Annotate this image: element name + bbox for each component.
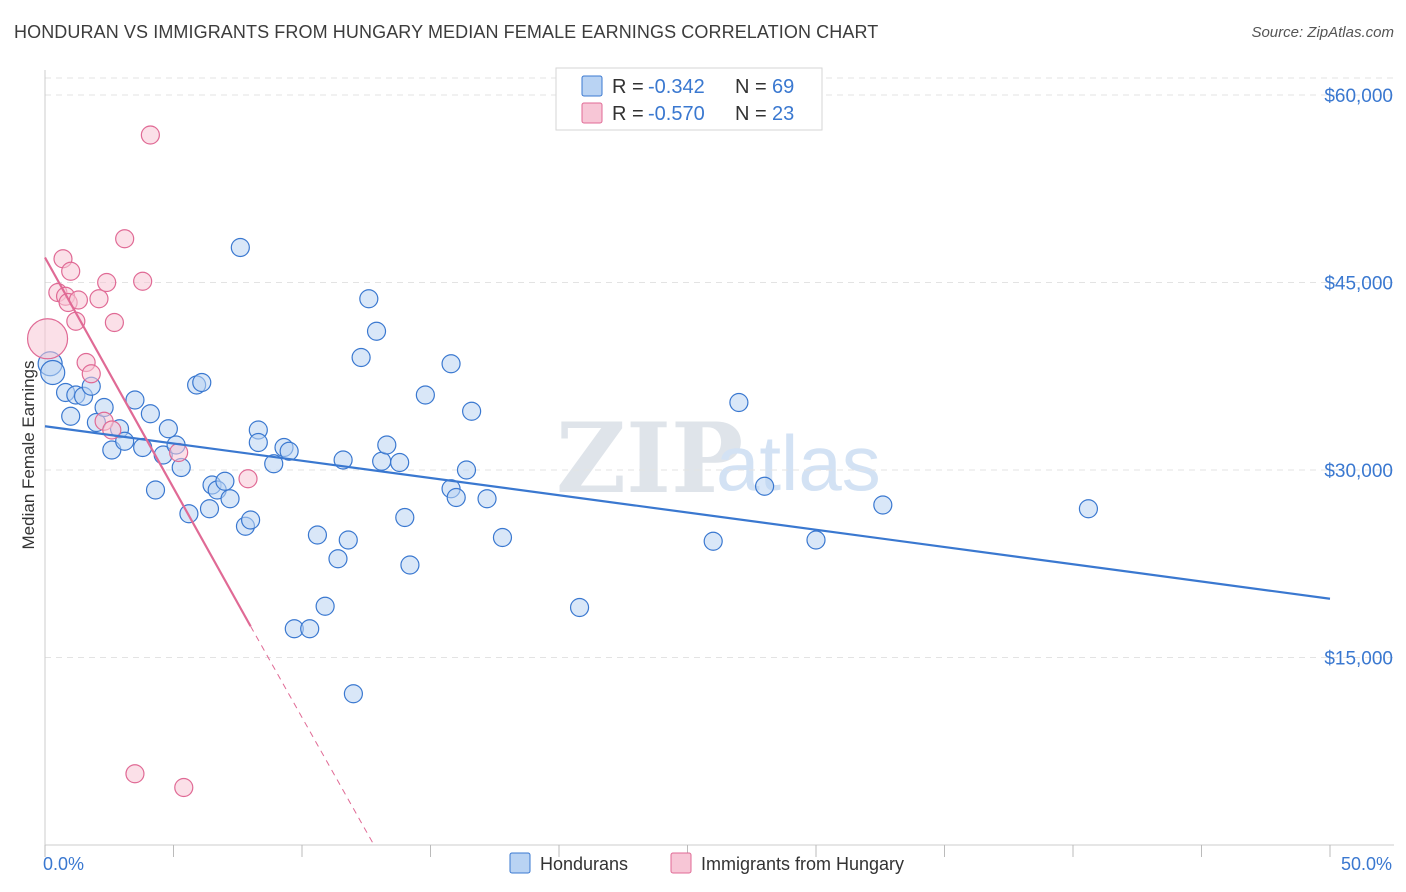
point-hondurans [61, 406, 81, 426]
point-hungary [89, 289, 109, 309]
point-hungary [104, 312, 124, 333]
point-hondurans [241, 510, 261, 530]
axes [44, 70, 1394, 846]
point-hondurans [158, 419, 178, 439]
point-hondurans [477, 489, 497, 509]
point-hondurans [199, 499, 220, 519]
point-hungary [125, 764, 145, 784]
y-tick-label: $15,000 [1324, 649, 1393, 670]
y-tick-label: $60,000 [1324, 86, 1393, 107]
point-hondurans [307, 525, 328, 545]
y-axis-label: Median Female Earnings [19, 361, 38, 550]
x-ticks [44, 845, 1331, 857]
y-tick-label: $45,000 [1324, 274, 1393, 295]
trend-line-hungary [44, 256, 252, 627]
point-hondurans [359, 289, 379, 309]
point-hungary [115, 229, 135, 249]
point-hondurans [230, 237, 250, 258]
x-tick-label-max: 50.0% [1341, 854, 1392, 874]
point-hungary [61, 261, 81, 281]
point-hondurans [806, 530, 826, 550]
point-hondurans [333, 450, 353, 470]
point-hondurans [395, 507, 415, 528]
point-hondurans [192, 372, 212, 393]
series-hungary-points [26, 125, 258, 798]
source-credit: Source: ZipAtlas.com [1251, 24, 1394, 41]
point-hondurans [220, 489, 240, 509]
point-hondurans [343, 684, 363, 704]
point-hondurans [492, 527, 513, 548]
point-hondurans [729, 392, 749, 413]
point-hungary [97, 272, 117, 293]
point-hondurans [338, 530, 358, 550]
legend-r-label-2: R = [612, 103, 644, 125]
point-hungary [81, 364, 101, 384]
bottom-legend-label-hondurans: Hondurans [540, 854, 628, 874]
correlation-legend: R = -0.342 N = 69 R = -0.570 N = 23 [555, 67, 823, 131]
legend-r-label-1: R = [612, 76, 644, 98]
legend-r-value-1: -0.342 [648, 76, 705, 98]
grid-lines [45, 77, 1394, 658]
point-hondurans [754, 476, 775, 496]
point-hondurans [366, 321, 387, 341]
series-hondurans-points [37, 237, 1099, 704]
point-hondurans [462, 401, 482, 421]
point-hondurans [400, 555, 420, 575]
point-hondurans [703, 531, 723, 551]
legend-swatch-hungary [581, 102, 603, 124]
series-legend: Hondurans Immigrants from Hungary [509, 852, 904, 874]
point-hondurans [248, 432, 268, 453]
point-hondurans [40, 359, 66, 386]
point-hungary [169, 442, 189, 463]
point-hondurans [328, 549, 348, 569]
point-hondurans [441, 354, 461, 374]
point-hondurans [145, 480, 166, 500]
watermark-zip: ZIP [556, 402, 743, 515]
trend-line-hungary [250, 626, 375, 846]
legend-swatch-hondurans [581, 75, 603, 97]
legend-n-value-2: 23 [772, 103, 794, 125]
bottom-legend-swatch-hondurans [509, 852, 531, 874]
legend-n-value-1: 69 [772, 76, 794, 98]
chart-title: HONDURAN VS IMMIGRANTS FROM HUNGARY MEDI… [14, 22, 879, 42]
point-hondurans [315, 596, 335, 616]
y-tick-label: $30,000 [1324, 461, 1393, 482]
point-hungary [26, 318, 69, 360]
y-tick-labels: $15,000 $30,000 $45,000 $60,000 [1324, 86, 1393, 670]
point-hondurans [279, 441, 299, 461]
legend-n-label-2: N = [735, 103, 767, 125]
bottom-legend-swatch-hungary [670, 852, 692, 874]
point-hondurans [390, 452, 410, 473]
point-hondurans [873, 495, 893, 515]
legend-n-label-1: N = [735, 76, 767, 98]
watermark-atlas: atlas [716, 419, 881, 507]
point-hondurans [140, 404, 160, 424]
point-hondurans [446, 487, 466, 508]
point-hungary [133, 271, 153, 291]
point-hondurans [264, 454, 284, 474]
point-hondurans [125, 390, 145, 410]
x-tick-label-min: 0.0% [43, 854, 84, 874]
point-hungary [238, 469, 258, 489]
trend-lines [44, 256, 1331, 846]
point-hondurans [372, 451, 392, 471]
point-hondurans [351, 347, 371, 368]
legend-r-value-2: -0.570 [648, 103, 705, 125]
trend-line-hondurans [44, 425, 1331, 600]
point-hondurans [1078, 499, 1099, 519]
point-hondurans [456, 460, 477, 480]
point-hondurans [415, 385, 435, 405]
bottom-legend-label-hungary: Immigrants from Hungary [701, 854, 904, 874]
point-hondurans [377, 435, 397, 455]
point-hondurans [569, 597, 590, 618]
point-hondurans [300, 619, 320, 639]
point-hungary [174, 777, 194, 798]
point-hungary [140, 125, 160, 145]
point-hondurans [215, 471, 235, 491]
